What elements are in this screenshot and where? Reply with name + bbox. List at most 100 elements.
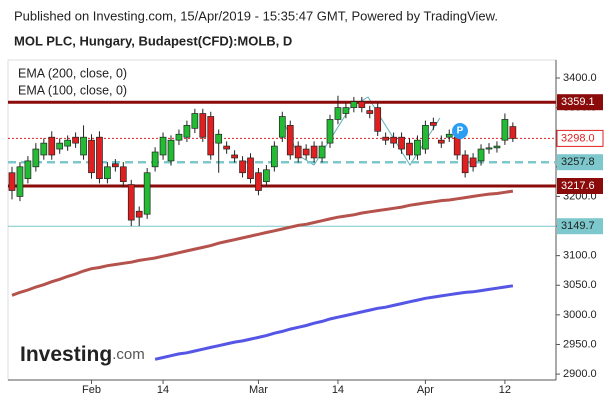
- marker-text: P: [457, 126, 464, 137]
- candle-body: [135, 210, 143, 218]
- price-label-box: [556, 129, 604, 147]
- chart-layer: 2900.02950.03000.03050.03100.03150.03200…: [8, 72, 597, 396]
- candle-body: [437, 139, 445, 144]
- chart-title: MOL PLC, Hungary, Budapest(CFD):MOLB, D: [14, 33, 292, 48]
- x-tick-label: 12: [499, 384, 511, 396]
- candle-body: [382, 136, 389, 141]
- candle-body: [231, 154, 238, 159]
- candle-body: [255, 172, 262, 191]
- candle-body: [509, 126, 517, 139]
- candle-body: [151, 151, 159, 168]
- candle-body: [191, 113, 199, 129]
- candle-body: [167, 139, 175, 162]
- candle-body: [271, 145, 278, 168]
- candle-body: [406, 142, 413, 156]
- candle-body: [334, 107, 342, 120]
- y-tick-label: 3100.0: [563, 250, 597, 262]
- x-tick-label: 14: [332, 384, 344, 396]
- x-tick-label: Mar: [249, 384, 268, 396]
- price-label: 3149.7: [561, 220, 595, 232]
- legend-entry: EMA (100, close, 0): [18, 83, 127, 97]
- candle-body: [223, 145, 230, 150]
- candle-body: [493, 145, 501, 149]
- candle-body: [199, 113, 207, 138]
- candle-body: [358, 101, 366, 108]
- price-label-box: [557, 154, 603, 171]
- candle-body: [72, 136, 79, 144]
- candle-body: [286, 125, 294, 156]
- candle-body: [215, 133, 223, 144]
- candle-body: [350, 101, 358, 108]
- candle-body: [263, 169, 270, 182]
- price-label-box: [557, 218, 603, 235]
- candle-body: [398, 136, 405, 150]
- candle-body: [159, 136, 167, 156]
- candle-body: [239, 160, 246, 174]
- candle-body: [127, 184, 135, 221]
- candle-body: [302, 148, 310, 156]
- candle-body: [175, 133, 183, 141]
- y-tick-label: 2900.0: [563, 368, 597, 380]
- candle-body: [374, 107, 382, 132]
- candle-body: [294, 145, 302, 159]
- price-label: 3257.8: [561, 156, 595, 168]
- candle-body: [64, 139, 72, 147]
- marker: [452, 123, 468, 139]
- candle-body: [8, 172, 16, 191]
- candle-body: [477, 148, 485, 162]
- candle-body: [48, 136, 56, 156]
- legend-entry: EMA (200, close, 0): [18, 66, 127, 80]
- logo-suffix: .com: [112, 346, 145, 363]
- candle-body: [32, 148, 40, 168]
- candle-body: [422, 125, 429, 150]
- candle-body: [207, 116, 215, 156]
- candle-body: [183, 125, 191, 138]
- candle-body: [247, 157, 254, 180]
- candle-body: [80, 136, 87, 156]
- candle-body: [119, 166, 127, 182]
- logo: Investing.com: [20, 343, 145, 366]
- ema-line: [154, 284, 514, 361]
- candle-body: [414, 139, 421, 156]
- price-label-box: [557, 94, 603, 111]
- y-tick-label: 3050.0: [563, 279, 597, 291]
- header: Published on Investing.com, 15/Apr/2019 …: [14, 8, 498, 23]
- candle-body: [485, 147, 493, 150]
- candle-body: [453, 136, 461, 156]
- candle-body: [390, 136, 397, 144]
- candle-body: [40, 142, 48, 156]
- price-label: 3298.0: [561, 132, 595, 144]
- candle-body: [143, 172, 151, 215]
- candle-body: [318, 145, 326, 159]
- candle-body: [501, 119, 509, 141]
- candle-body: [56, 142, 64, 150]
- candle-body: [469, 157, 477, 168]
- candle-body: [104, 166, 111, 180]
- candle-body: [342, 107, 350, 114]
- x-tick-label: 14: [157, 384, 169, 396]
- ema-line: [11, 189, 514, 297]
- logo-main: Investing: [20, 343, 112, 366]
- y-tick-label: 3000.0: [563, 309, 597, 321]
- candle-body: [445, 133, 453, 138]
- candle-body: [326, 119, 334, 144]
- candle-body: [461, 154, 469, 174]
- y-tick-label: 3400.0: [563, 72, 597, 84]
- candle-body: [111, 163, 119, 168]
- candle-body: [310, 145, 318, 159]
- candle-body: [366, 110, 374, 114]
- x-tick-label: Feb: [82, 384, 101, 396]
- candle-body: [24, 160, 32, 180]
- price-label: 3359.1: [561, 96, 595, 108]
- candle-body: [16, 166, 24, 197]
- x-tick-label: Apr: [417, 384, 434, 396]
- y-tick-label: 2950.0: [563, 338, 597, 350]
- candle-body: [430, 122, 437, 126]
- candle-body: [88, 139, 95, 174]
- candle-body: [278, 116, 286, 138]
- candle-body: [96, 136, 103, 180]
- price-label: 3217.6: [561, 180, 595, 192]
- price-label-box: [557, 178, 603, 195]
